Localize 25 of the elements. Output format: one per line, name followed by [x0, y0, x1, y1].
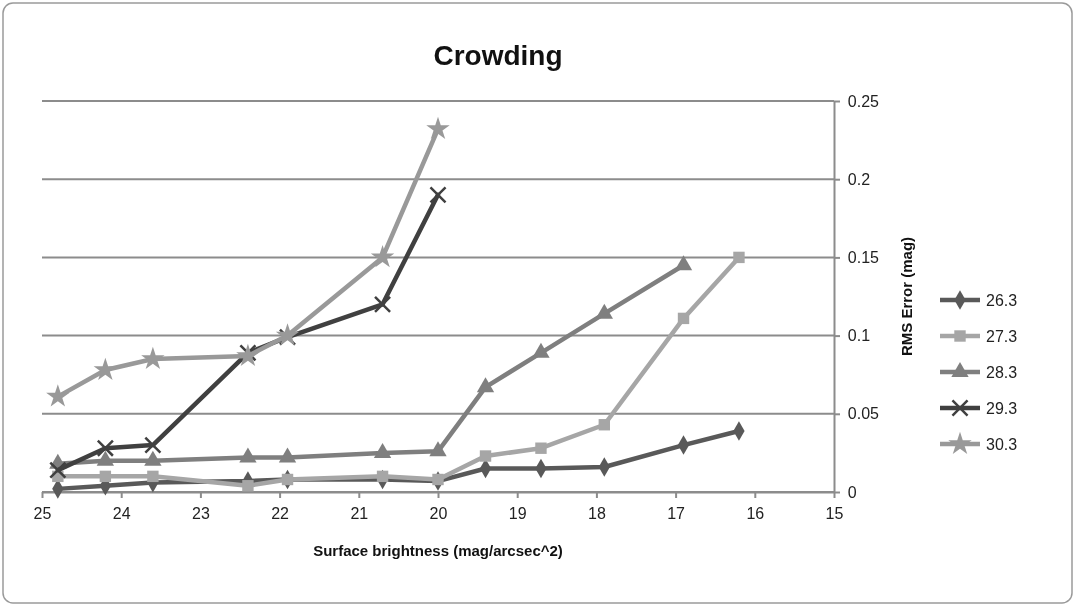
x-tick-label: 24 [112, 504, 131, 522]
x-tick-label: 23 [192, 504, 210, 522]
x-tick-label: 22 [271, 504, 290, 522]
x-tick-label: 25 [33, 504, 52, 522]
legend-label: 27.3 [986, 328, 1018, 345]
chart-title: Crowding [433, 40, 563, 71]
x-tick-label: 20 [429, 504, 448, 522]
x-axis-title: Surface brightness (mag/arcsec^2) [313, 542, 563, 559]
x-tick-label: 19 [508, 504, 527, 522]
legend-label: 29.3 [986, 400, 1018, 417]
y-tick-label: 0.25 [847, 92, 880, 110]
x-tick-label: 15 [825, 504, 844, 522]
y-tick-label: 0 [847, 483, 857, 501]
y-tick-label: 0.1 [847, 327, 871, 345]
x-tick-label: 17 [667, 504, 686, 522]
legend-label: 30.3 [986, 436, 1018, 453]
y-tick-label: 0.2 [847, 170, 871, 188]
x-tick-label: 16 [746, 504, 765, 522]
legend-label: 28.3 [986, 364, 1018, 381]
y-tick-label: 0.15 [847, 249, 880, 267]
legend-label: 26.3 [986, 292, 1018, 309]
x-tick-label: 21 [350, 504, 369, 522]
y-tick-label: 0.05 [847, 405, 880, 423]
y-axis-title: RMS Error (mag) [898, 236, 915, 357]
x-tick-label: 18 [588, 504, 606, 522]
